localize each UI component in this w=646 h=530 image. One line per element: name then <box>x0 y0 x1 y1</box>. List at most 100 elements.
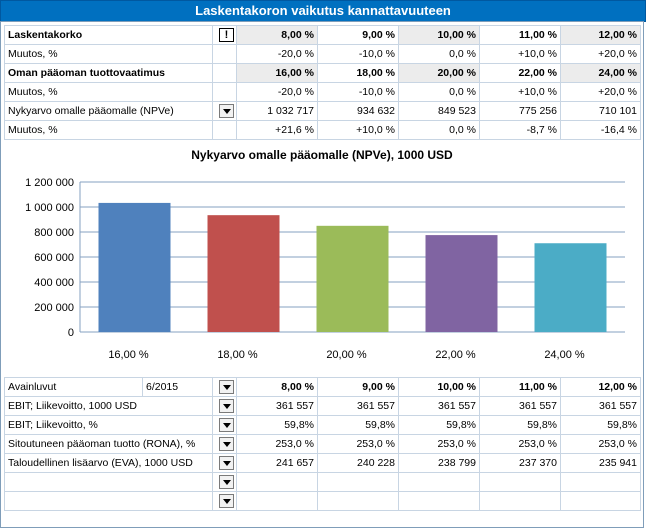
key-figure-label: Sitoutuneen pääoman tuotto (RONA), % <box>4 434 213 454</box>
row-label: Oman pääoman tuottovaatimus <box>4 63 213 83</box>
row-label: Muutos, % <box>4 120 213 140</box>
value-cell: 59,8% <box>560 415 641 435</box>
key-figure-row <box>4 472 641 492</box>
x-tick-label: 18,00 % <box>217 349 258 361</box>
value-cell: 934 632 <box>317 101 399 121</box>
key-figure-dropdown-button[interactable] <box>219 494 234 508</box>
value-cell: 1 032 717 <box>236 101 318 121</box>
value-cell: 253,0 % <box>398 434 480 454</box>
value-cell: 8,00 % <box>236 25 318 45</box>
period-control-cell <box>212 377 237 397</box>
value-cell: 0,0 % <box>398 120 480 140</box>
value-cell: 59,8% <box>398 415 480 435</box>
value-cell: -20,0 % <box>236 44 318 64</box>
row-control-cell: ! <box>212 25 237 45</box>
y-tick-label: 600 000 <box>34 252 74 264</box>
sensitivity-table: Laskentakorko! 8,00 % 9,00 % 10,00 % 11,00 %… <box>4 25 641 140</box>
value-cell: -8,7 % <box>479 120 561 140</box>
key-figure-row: EBIT; Liikevoitto, 1000 USD 361 557 361 55… <box>4 396 641 416</box>
key-figure-dropdown-button[interactable] <box>219 418 234 432</box>
value-cell: 235 941 <box>560 453 641 473</box>
sensitivity-row: Muutos, % +21,6 % +10,0 % 0,0 % -8,7 % -16,4 … <box>4 120 641 140</box>
value-cell: 361 557 <box>398 396 480 416</box>
key-figure-row <box>4 491 641 511</box>
value-cell: 361 557 <box>479 396 561 416</box>
sensitivity-row: Oman pääoman tuottovaatimus 16,00 % 18,00 … <box>4 63 641 83</box>
key-figures-table: Avainluvut 6/2015 8,00 % 9,00 % 10,00 % 11,00… <box>4 377 641 511</box>
key-figure-dropdown-button[interactable] <box>219 399 234 413</box>
value-cell: 0,0 % <box>398 44 480 64</box>
period-dropdown-button[interactable] <box>219 380 234 394</box>
value-cell <box>317 472 399 492</box>
value-cell <box>236 472 318 492</box>
key-figure-control-cell <box>212 491 237 511</box>
key-figure-label: EBIT; Liikevoitto, % <box>4 415 213 435</box>
key-figure-dropdown-button[interactable] <box>219 456 234 470</box>
value-cell: 240 228 <box>317 453 399 473</box>
page-title: Laskentakoron vaikutus kannattavuuteen <box>0 0 646 22</box>
row-control-cell <box>212 82 237 102</box>
value-cell: -16,4 % <box>560 120 641 140</box>
key-figure-row: EBIT; Liikevoitto, % 59,8% 59,8% 59,8% 59,8%… <box>4 415 641 435</box>
row-label: Muutos, % <box>4 82 213 102</box>
value-cell: 11,00 % <box>479 25 561 45</box>
value-cell: +10,0 % <box>479 82 561 102</box>
y-tick-label: 0 <box>68 327 74 339</box>
value-cell: -20,0 % <box>236 82 318 102</box>
key-figure-row: Taloudellinen lisäarvo (EVA), 1000 USD 24… <box>4 453 641 473</box>
value-cell: 238 799 <box>398 453 480 473</box>
key-figure-dropdown-button[interactable] <box>219 437 234 451</box>
value-cell: 16,00 % <box>236 63 318 83</box>
key-figure-control-cell <box>212 396 237 416</box>
sensitivity-row: Muutos, % -20,0 % -10,0 % 0,0 % +10,0 % +20,0… <box>4 82 641 102</box>
value-cell: 710 101 <box>560 101 641 121</box>
value-cell <box>398 472 480 492</box>
value-cell: -10,0 % <box>317 82 399 102</box>
row-control-cell <box>212 44 237 64</box>
value-cell: +10,0 % <box>317 120 399 140</box>
row-control-cell <box>212 101 237 121</box>
x-tick-label: 22,00 % <box>435 349 476 361</box>
value-cell <box>560 491 641 511</box>
value-cell <box>560 472 641 492</box>
value-cell: 253,0 % <box>317 434 399 454</box>
value-cell: 775 256 <box>479 101 561 121</box>
value-cell: 241 657 <box>236 453 318 473</box>
period-field[interactable]: 6/2015 <box>142 377 213 397</box>
value-cell: 361 557 <box>560 396 641 416</box>
value-cell: +21,6 % <box>236 120 318 140</box>
row-label: Laskentakorko <box>4 25 213 45</box>
value-cell <box>398 491 480 511</box>
value-cell <box>479 491 561 511</box>
value-cell: +20,0 % <box>560 44 641 64</box>
key-figure-control-cell <box>212 472 237 492</box>
key-figure-label <box>4 491 213 511</box>
row-label: Nykyarvo omalle pääomalle (NPVe) <box>4 101 213 121</box>
y-tick-label: 200 000 <box>34 302 74 314</box>
chart-title: Nykyarvo omalle pääomalle (NPVe), 1000 U… <box>191 148 453 162</box>
key-figure-control-cell <box>212 415 237 435</box>
value-cell: 361 557 <box>236 396 318 416</box>
value-cell: 0,0 % <box>398 82 480 102</box>
key-figure-label: Taloudellinen lisäarvo (EVA), 1000 USD <box>4 453 213 473</box>
bar <box>316 225 389 332</box>
value-cell: 253,0 % <box>479 434 561 454</box>
x-tick-label: 16,00 % <box>108 349 149 361</box>
key-figures-header-row: Avainluvut 6/2015 8,00 % 9,00 % 10,00 % 11,00… <box>4 377 641 397</box>
value-cell: 24,00 % <box>560 63 641 83</box>
dropdown-button[interactable] <box>219 104 234 118</box>
info-icon[interactable]: ! <box>219 28 234 42</box>
value-cell: 10,00 % <box>398 25 480 45</box>
key-figure-control-cell <box>212 434 237 454</box>
value-cell: 18,00 % <box>317 63 399 83</box>
value-cell: 253,0 % <box>236 434 318 454</box>
value-cell: +20,0 % <box>560 82 641 102</box>
key-figure-control-cell <box>212 453 237 473</box>
value-cell <box>317 491 399 511</box>
bar <box>98 202 171 332</box>
key-figure-dropdown-button[interactable] <box>219 475 234 489</box>
header-rate-cell: 11,00 % <box>479 377 561 397</box>
value-cell: 849 523 <box>398 101 480 121</box>
key-figure-label <box>4 472 213 492</box>
value-cell: 9,00 % <box>317 25 399 45</box>
